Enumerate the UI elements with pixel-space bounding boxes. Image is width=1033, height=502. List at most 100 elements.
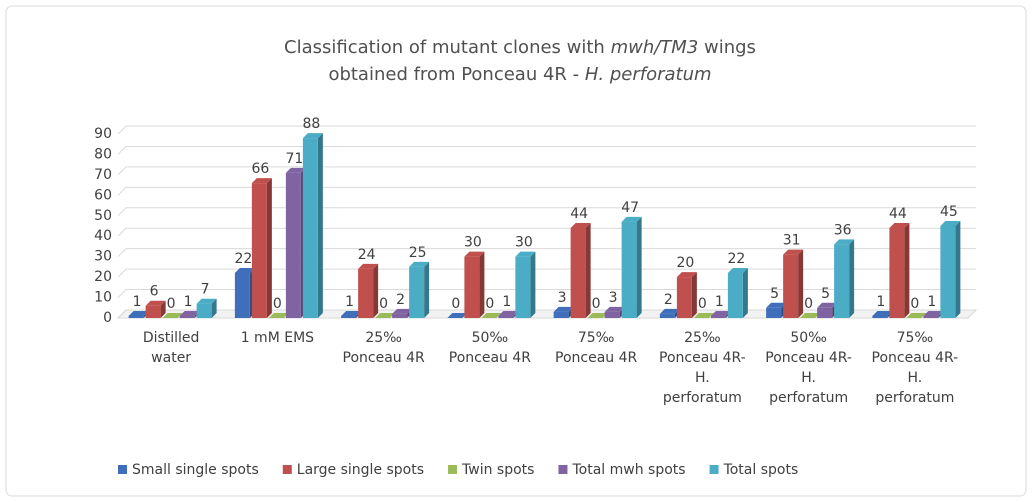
legend-swatch xyxy=(118,465,127,474)
data-label: 0 xyxy=(804,296,813,312)
data-label: 44 xyxy=(889,206,907,222)
bar-face xyxy=(800,313,821,318)
bar-face xyxy=(358,268,374,318)
bar-face xyxy=(923,310,944,316)
data-label: 1 xyxy=(876,294,885,310)
y-tick-label: 40 xyxy=(94,228,112,244)
title-part: Classification of mutant clones with xyxy=(284,37,611,58)
bar-face xyxy=(742,268,748,318)
bar-face xyxy=(145,305,161,318)
x-tick-label: 50‰ Ponceau 4R xyxy=(448,330,531,366)
bar-face xyxy=(375,313,396,318)
bar-face xyxy=(570,228,586,318)
grid-line xyxy=(117,145,976,155)
bar xyxy=(196,298,217,318)
data-label: 1 xyxy=(715,294,724,310)
bar-face xyxy=(570,223,591,229)
bar-face xyxy=(285,167,306,173)
data-label: 0 xyxy=(910,296,919,312)
bar xyxy=(358,263,379,318)
bar-face xyxy=(727,268,748,274)
bar-face xyxy=(727,273,743,318)
data-label: 1 xyxy=(502,294,511,310)
bar-face xyxy=(317,133,323,318)
data-label: 25 xyxy=(409,245,427,261)
legend-label: Small single spots xyxy=(132,462,259,478)
data-label: 22 xyxy=(234,251,252,267)
data-label: 66 xyxy=(251,161,269,177)
chart-title: Classification of mutant clones with mwh… xyxy=(250,34,790,88)
bar xyxy=(375,313,396,318)
bar-face xyxy=(906,313,927,318)
bar xyxy=(481,313,502,318)
bar-face xyxy=(889,228,905,318)
bar xyxy=(302,133,323,318)
bar xyxy=(889,223,910,318)
bar-face xyxy=(302,133,323,139)
title-part: wings obtained from Ponceau 4R - xyxy=(328,37,756,85)
grid-line xyxy=(117,248,976,258)
data-label: 0 xyxy=(485,296,494,312)
bar-face xyxy=(179,315,195,318)
data-label: 45 xyxy=(940,204,958,220)
bar-face xyxy=(659,308,680,314)
grid-line xyxy=(117,207,976,217)
y-tick-label: 10 xyxy=(94,290,112,306)
bar-face xyxy=(923,315,939,318)
bar-face xyxy=(145,300,166,306)
data-label: 44 xyxy=(570,206,588,222)
bar-face xyxy=(693,313,714,318)
x-tick-label: 75‰ Ponceau 4R-H. perforatum xyxy=(871,330,959,406)
bar-face xyxy=(234,273,250,318)
data-label: 71 xyxy=(285,151,303,167)
bar-face xyxy=(373,263,379,318)
bar-face xyxy=(464,256,480,318)
bar-face xyxy=(798,249,804,318)
data-label: 3 xyxy=(609,290,618,306)
data-label: 47 xyxy=(621,200,639,216)
data-label: 0 xyxy=(379,296,388,312)
bar-face xyxy=(834,244,850,318)
bar-face xyxy=(766,302,787,308)
bar-face xyxy=(676,272,697,278)
title-part: mwh/TM3 xyxy=(610,37,699,58)
bar-face xyxy=(834,239,855,245)
x-tick-label: 25‰ Ponceau 4R-H. perforatum xyxy=(659,330,746,406)
bar-face xyxy=(940,221,961,226)
data-label: 0 xyxy=(451,296,460,312)
data-label: 0 xyxy=(698,296,707,312)
bar-face xyxy=(710,310,731,316)
data-label: 88 xyxy=(302,116,320,132)
bar-face xyxy=(691,272,697,318)
bar-face xyxy=(409,261,430,267)
grid-line xyxy=(117,186,976,196)
bar xyxy=(834,239,855,318)
bar-face xyxy=(302,138,318,318)
legend-swatch xyxy=(282,465,292,474)
data-label: 30 xyxy=(464,235,482,251)
bar xyxy=(145,300,166,318)
bar-face xyxy=(162,313,183,318)
legend-label: Large single spots xyxy=(297,462,424,478)
grid-line xyxy=(117,166,976,176)
y-tick-label: 70 xyxy=(94,167,112,183)
y-tick-label: 90 xyxy=(94,126,112,142)
data-label: 5 xyxy=(821,286,830,302)
x-tick-label: 50‰ Ponceau 4R-H. perforatum xyxy=(765,330,852,406)
bar xyxy=(727,268,748,318)
bar-face xyxy=(251,183,267,318)
bar-face xyxy=(710,315,726,318)
bar-face xyxy=(266,178,272,318)
bar xyxy=(268,313,289,318)
bar xyxy=(409,261,430,318)
data-label: 6 xyxy=(150,284,159,300)
data-label: 2 xyxy=(396,292,405,308)
bar-face xyxy=(196,298,217,304)
data-label: 5 xyxy=(770,286,779,302)
bar xyxy=(783,249,804,318)
bar-face xyxy=(481,313,502,318)
bar-face xyxy=(530,251,536,318)
bar-face xyxy=(849,239,855,318)
grid-line xyxy=(117,227,976,237)
